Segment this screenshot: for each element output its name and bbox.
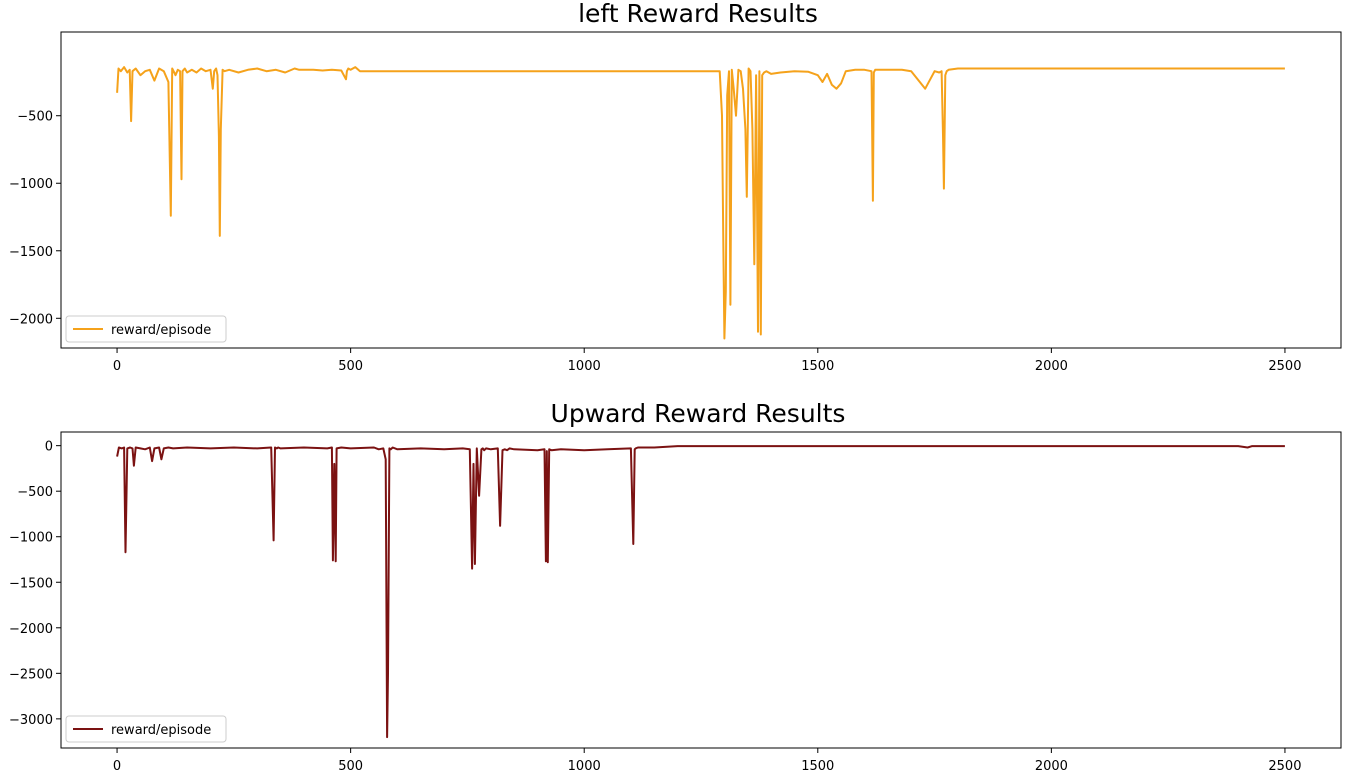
left-reward-chart: left Reward Results reward/episode 0 500 1… — [9, 0, 1342, 374]
plot-area — [116, 66, 1285, 340]
x-tick-label: 2000 — [1035, 359, 1068, 374]
series-line — [116, 445, 1285, 739]
legend-box — [65, 715, 227, 743]
x-tick-label: 500 — [338, 359, 363, 374]
series-line — [116, 66, 1285, 340]
legend: reward/episode — [65, 315, 227, 343]
plot-frame — [60, 31, 1342, 349]
legend-label: reward/episode — [111, 323, 211, 338]
x-tick-label: 1500 — [801, 359, 834, 374]
y-tick-label: −1000 — [9, 531, 53, 546]
legend-label: reward/episode — [111, 723, 211, 738]
y-tick-label: 0 — [45, 440, 53, 455]
y-tick-label: −2500 — [9, 667, 53, 682]
x-tick-label: 2000 — [1035, 759, 1068, 774]
x-tick-label: 0 — [113, 759, 121, 774]
y-tick-label: −1000 — [9, 177, 53, 192]
plot-area — [116, 445, 1285, 739]
x-tick-label: 1500 — [801, 759, 834, 774]
legend: reward/episode — [65, 715, 227, 743]
y-tick-label: −1500 — [9, 245, 53, 260]
upward-reward-chart: Upward Reward Results reward/episode 0 50… — [9, 399, 1342, 774]
y-tick-label: −3000 — [9, 713, 53, 728]
legend-box — [65, 315, 227, 343]
x-tick-label: 1000 — [568, 759, 601, 774]
y-tick-label: −1500 — [9, 576, 53, 591]
y-tick-label: −500 — [17, 485, 53, 500]
x-tick-label: 1000 — [568, 359, 601, 374]
x-tick-label: 2500 — [1268, 759, 1301, 774]
chart-title: Upward Reward Results — [551, 399, 846, 428]
x-tick-label: 500 — [338, 759, 363, 774]
x-tick-label: 2500 — [1268, 359, 1301, 374]
plot-frame — [60, 431, 1342, 749]
x-tick-label: 0 — [113, 359, 121, 374]
y-tick-label: −2000 — [9, 312, 53, 327]
chart-title: left Reward Results — [578, 0, 818, 28]
y-tick-label: −2000 — [9, 622, 53, 637]
y-tick-label: −500 — [17, 110, 53, 125]
